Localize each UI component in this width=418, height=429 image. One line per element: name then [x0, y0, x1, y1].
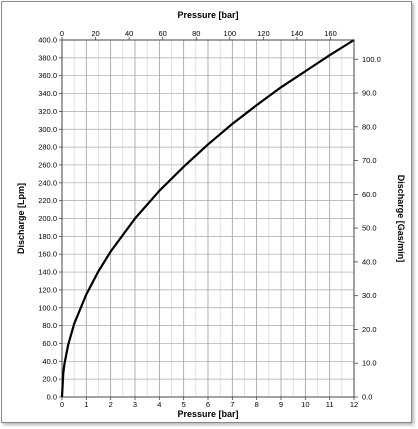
y-right-tick-label: 0.0: [362, 393, 372, 402]
x-top-tick-label: 40: [125, 29, 133, 38]
x-bottom-tick-label: 10: [301, 400, 309, 409]
y-right-tick-label: 40.0: [362, 257, 377, 266]
y-left-tick-label: 160.0: [38, 250, 57, 259]
y-left-tick-label: 240.0: [38, 178, 57, 187]
y-left-tick-label: 200.0: [38, 214, 57, 223]
x-bottom-tick-label: 5: [182, 400, 186, 409]
y-right-tick-label: 50.0: [362, 224, 377, 233]
x-bottom-tick-label: 3: [133, 400, 137, 409]
y-left-tick-label: 320.0: [38, 107, 57, 116]
y-left-tick-label: 140.0: [38, 268, 57, 277]
y-left-tick-label: 100.0: [38, 303, 57, 312]
tick-labels: 0 1 2 3 4 5 6 7 8 9 10 11 120 20 40 60 80 100 120 140 1600.0…: [38, 29, 381, 409]
y-left-tick-label: 340.0: [38, 89, 57, 98]
x-bottom-tick-label: 9: [279, 400, 283, 409]
y-left-tick-label: 400.0: [38, 36, 57, 45]
y-left-tick-label: 40.0: [42, 357, 57, 366]
x-top-tick-label: 120: [257, 29, 270, 38]
y-right-tick-label: 80.0: [362, 122, 377, 131]
x-top-tick-label: 100: [224, 29, 237, 38]
y-left-tick-label: 120.0: [38, 285, 57, 294]
x-bottom-tick-label: 11: [326, 400, 334, 409]
x-top-axis-title: Pressure [bar]: [177, 10, 238, 20]
y-left-tick-label: 220.0: [38, 196, 57, 205]
x-bottom-axis-title: Pressure [bar]: [177, 409, 238, 419]
x-bottom-tick-label: 0: [60, 400, 64, 409]
x-top-tick-label: 160: [324, 29, 337, 38]
x-bottom-tick-label: 8: [255, 400, 259, 409]
y-left-tick-label: 360.0: [38, 71, 57, 80]
y-left-tick-label: 0.0: [47, 393, 57, 402]
x-bottom-tick-label: 4: [157, 400, 161, 409]
x-bottom-tick-label: 1: [84, 400, 88, 409]
y-left-tick-label: 80.0: [42, 321, 57, 330]
y-right-tick-label: 30.0: [362, 291, 377, 300]
x-top-tick-label: 20: [91, 29, 99, 38]
y-left-tick-label: 300.0: [38, 125, 57, 134]
y-left-tick-label: 380.0: [38, 53, 57, 62]
x-top-tick-label: 140: [291, 29, 304, 38]
y-right-tick-label: 60.0: [362, 190, 377, 199]
y-right-tick-label: 90.0: [362, 89, 377, 98]
x-top-tick-label: 0: [60, 29, 64, 38]
y-left-tick-label: 60.0: [42, 339, 57, 348]
y-left-axis-title: Discharge [Lpm]: [16, 183, 26, 254]
y-right-tick-label: 70.0: [362, 156, 377, 165]
grid: [61, 39, 355, 398]
x-bottom-tick-label: 7: [230, 400, 234, 409]
y-right-tick-label: 10.0: [362, 359, 377, 368]
x-bottom-tick-label: 6: [206, 400, 210, 409]
y-right-tick-label: 100.0: [362, 55, 381, 64]
discharge-curve: [60, 39, 355, 398]
y-right-axis-title: Discharge [Gas/min]: [396, 175, 406, 263]
x-top-tick-label: 60: [159, 29, 167, 38]
y-left-tick-label: 280.0: [38, 143, 57, 152]
y-left-tick-label: 260.0: [38, 160, 57, 169]
y-left-tick-label: 20.0: [42, 375, 57, 384]
x-top-tick-label: 80: [192, 29, 200, 38]
y-left-tick-label: 180.0: [38, 232, 57, 241]
chart-frame: [1, 1, 412, 423]
x-bottom-tick-label: 12: [350, 400, 358, 409]
y-right-tick-label: 20.0: [362, 325, 377, 334]
x-bottom-tick-label: 2: [109, 400, 113, 409]
